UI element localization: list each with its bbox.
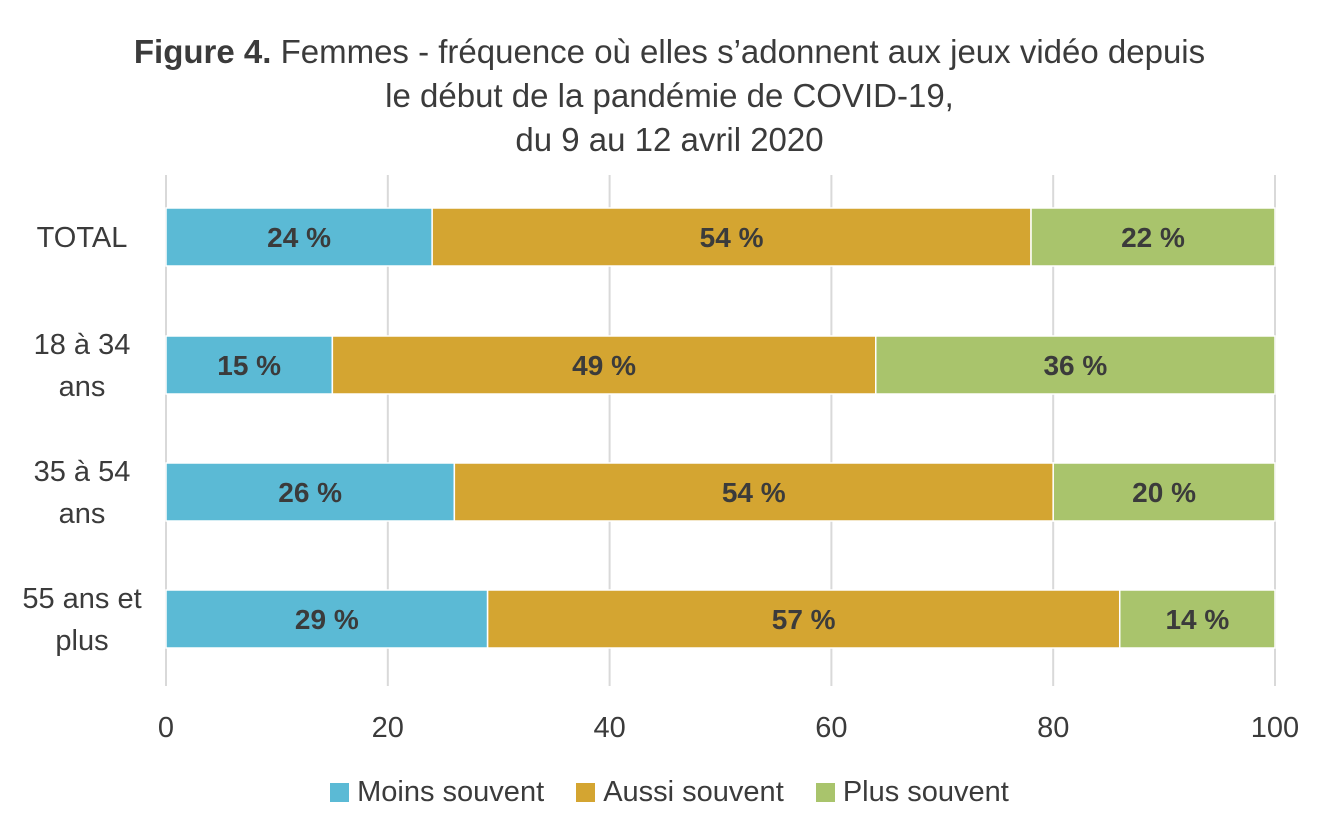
data-label-2-2: 20 % [1132,477,1196,508]
legend-label-plus-souvent: Plus souvent [842,776,1009,808]
legend-item-plus-souvent: Plus souvent [815,776,1009,809]
bar-2-2 [1052,462,1276,522]
legend-label-moins-souvent: Moins souvent [357,776,545,808]
legend-swatch-aussi-souvent [576,783,596,802]
bar-0-2 [1030,207,1276,267]
bar-3-2 [1118,589,1276,649]
data-label-2-0: 26 % [278,477,342,508]
legend-item-moins-souvent: Moins souvent [330,776,544,809]
x-tick-label-0: 0 [158,712,174,744]
data-label-2-1: 54 % [722,477,786,508]
data-label-0-1: 54 % [700,222,764,253]
category-label-line: 35 à 54 [34,456,131,488]
category-label-line: ans [59,498,106,530]
title-line-1: Figure 4. Femmes - fréquence où elles s’… [0,30,1339,74]
category-label-line: TOTAL [37,222,128,254]
bar-1-2 [875,335,1276,395]
category-label-3: 55 ans et plus [22,583,141,657]
bar-1-0 [165,335,334,395]
category-label-0: TOTAL [37,222,128,254]
title-line-2: le début de la pandémie de COVID-19, [385,77,954,114]
data-label-1-1: 49 % [572,350,636,381]
data-label-0-2: 22 % [1121,222,1185,253]
data-label-1-0: 15 % [217,350,281,381]
title-text-1: Femmes - fréquence où elles s’adonnent a… [271,33,1206,70]
category-label-line: 55 ans et [22,583,141,615]
category-label-2: 35 à 54 ans [34,456,131,530]
bar-2-1 [453,462,1054,522]
data-label-3-1: 57 % [772,604,836,635]
bar-3-0 [165,589,489,649]
chart-title: Figure 4. Femmes - fréquence où elles s’… [0,30,1339,162]
x-tick-label-60: 60 [815,712,847,744]
legend-swatch-moins-souvent [330,783,350,802]
x-tick-label-100: 100 [1251,712,1299,744]
bar-0-0 [165,207,433,267]
category-label-1: 18 à 34 ans [34,329,131,403]
category-label-line: ans [59,371,106,403]
x-tick-label-40: 40 [593,712,625,744]
title-line-3: du 9 au 12 avril 2020 [515,121,824,158]
data-label-1-2: 36 % [1043,350,1107,381]
figure-number: Figure 4. [133,33,272,70]
legend-swatch-plus-souvent [815,783,835,802]
data-label-0-0: 24 % [267,222,331,253]
x-tick-label-20: 20 [372,712,404,744]
bar-0-1 [431,207,1032,267]
legend-label-aussi-souvent: Aussi souvent [603,776,784,808]
category-label-line: plus [55,625,108,657]
legend-item-aussi-souvent: Aussi souvent [576,776,784,809]
x-tick-label-80: 80 [1037,712,1069,744]
category-label-line: 18 à 34 [34,329,131,361]
legend: Moins souvent Aussi souvent Plus souvent [0,776,1339,810]
data-label-3-0: 29 % [295,604,359,635]
data-label-3-2: 14 % [1165,604,1229,635]
